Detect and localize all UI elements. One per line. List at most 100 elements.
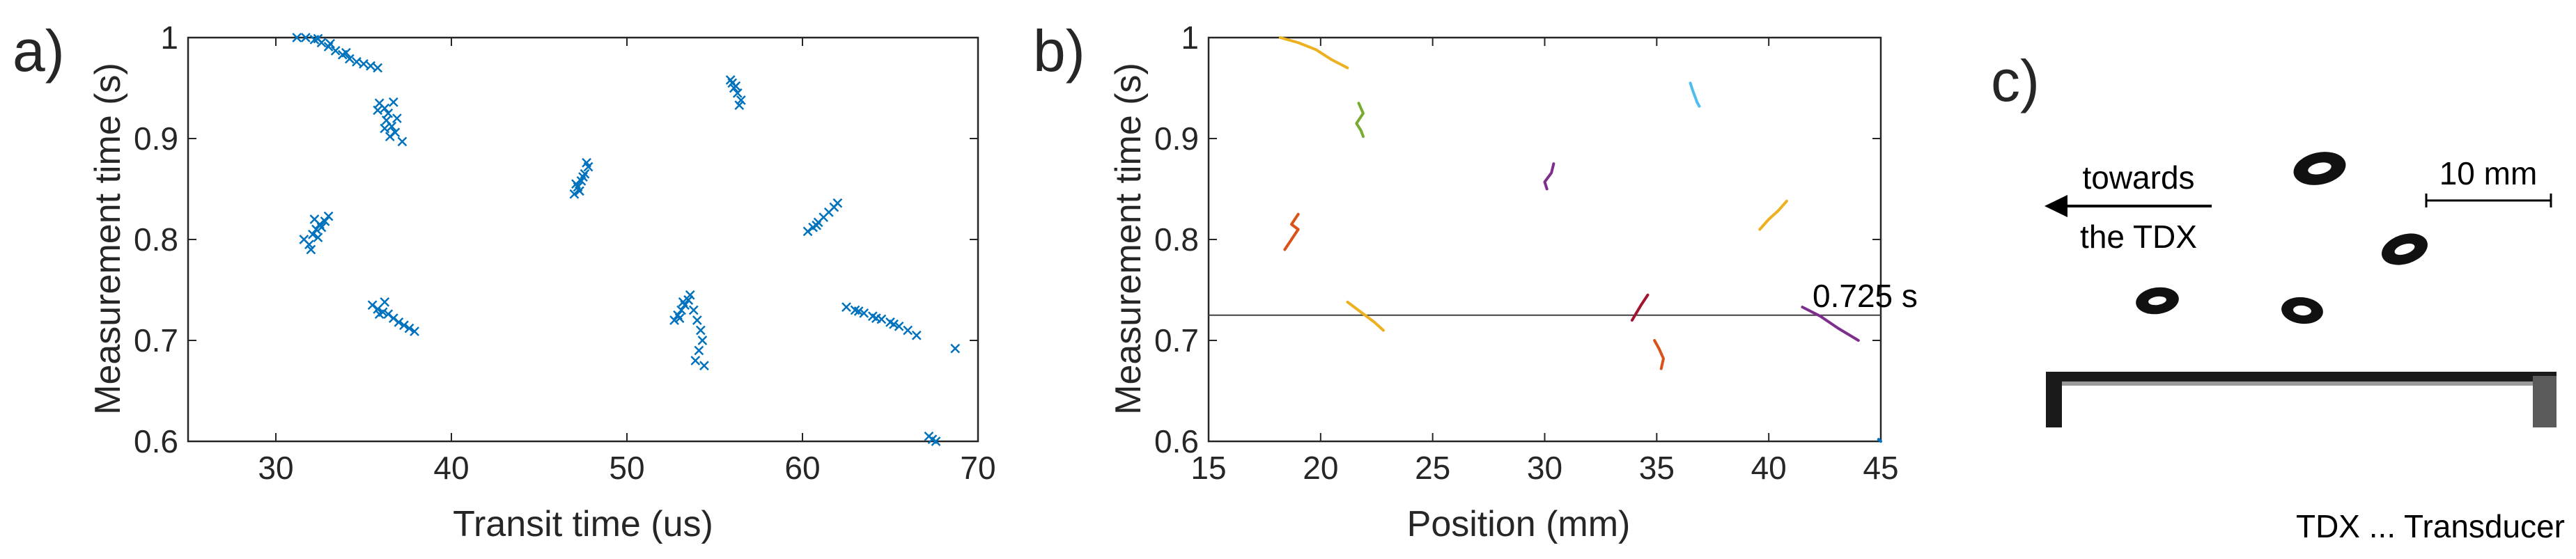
data-point xyxy=(344,54,355,64)
panel-b-x-tick-label: 40 xyxy=(1751,450,1787,486)
data-point xyxy=(859,308,869,318)
panel-a-series-7 xyxy=(683,295,709,371)
panel-b-y-tick-label: 1 xyxy=(1181,19,1199,56)
data-point xyxy=(871,313,881,323)
panel-b-y-tick-label: 0.8 xyxy=(1154,221,1199,258)
panel-c-letter: c) xyxy=(1991,48,2040,113)
panel-b-letter: b) xyxy=(1033,18,1085,84)
data-point xyxy=(571,179,581,189)
trajectory-line-5 xyxy=(1689,81,1701,108)
panel-b-x-tick-label: 25 xyxy=(1415,450,1450,486)
data-point xyxy=(397,136,408,147)
trajectory-line-9 xyxy=(1801,306,1860,342)
trajectory-line-1 xyxy=(1355,102,1365,139)
data-point xyxy=(292,33,302,42)
panel-b-y-axis-label: Measurement time (s) xyxy=(1108,63,1149,415)
data-point xyxy=(359,58,368,69)
panel-a-x-tick-label: 70 xyxy=(960,450,995,486)
transducer-caption: TDX ... Transducer xyxy=(2296,508,2565,544)
trajectory-line-0 xyxy=(1278,36,1349,70)
data-point xyxy=(699,361,709,371)
data-point xyxy=(320,216,330,226)
data-point xyxy=(383,108,394,118)
data-point xyxy=(911,330,922,340)
data-point xyxy=(582,157,591,168)
panel-a-series-8 xyxy=(802,198,843,237)
scale-bar-label: 10 mm xyxy=(2439,155,2538,191)
data-point xyxy=(734,100,745,111)
data-point xyxy=(341,47,351,58)
panel-a-y-tick-label: 0.6 xyxy=(134,423,178,459)
panel-a-series-2 xyxy=(299,211,334,255)
panel-b-x-tick-label: 30 xyxy=(1527,450,1562,486)
panel-b-y-tick-label: 0.9 xyxy=(1154,120,1199,157)
data-point xyxy=(404,323,414,333)
panel-a-series-0 xyxy=(292,33,383,73)
data-point xyxy=(903,325,913,336)
trajectory-line-10 xyxy=(1877,438,1882,443)
reference-line-label: 0.725 s xyxy=(1813,278,1918,314)
trajectory-line-7 xyxy=(1653,339,1665,370)
panel-a-x-tick-label: 30 xyxy=(258,450,293,486)
panel-b-y-tick-label: 0.7 xyxy=(1154,322,1199,359)
panel-a-series-10 xyxy=(924,431,941,446)
data-point xyxy=(853,306,864,316)
data-point xyxy=(380,123,390,134)
data-point xyxy=(692,315,702,325)
data-point xyxy=(300,33,311,42)
panel-b-marks xyxy=(1209,36,1882,443)
panel-b-x-tick-label: 35 xyxy=(1639,450,1675,486)
data-point xyxy=(732,88,743,98)
panel-a-marks xyxy=(292,33,961,446)
panel-a-series-5 xyxy=(725,75,746,111)
particle xyxy=(2281,297,2323,324)
panel-a-series-3 xyxy=(367,297,419,336)
panel-a-axes: 30 40 50 60 70 0.6 0.7 0.8 0.9 1 xyxy=(134,19,996,486)
data-point xyxy=(678,297,688,307)
data-point xyxy=(323,211,334,221)
data-point xyxy=(374,309,385,320)
data-point xyxy=(727,78,738,88)
data-point xyxy=(575,186,584,196)
panel-a-y-tick-label: 1 xyxy=(160,19,178,56)
data-point xyxy=(391,113,402,123)
data-point xyxy=(410,326,419,336)
panel-c: c) towards the TDX 10 mm xyxy=(1991,48,2565,544)
data-point xyxy=(950,343,961,354)
data-point xyxy=(330,45,341,56)
data-point xyxy=(306,244,316,255)
panel-b: b) 15 20 25 30 35 40 45 0.6 0.7 0.8 0.9 1 0.725 s P… xyxy=(1033,18,1918,544)
data-point xyxy=(388,97,398,107)
panel-a-y-tick-label: 0.8 xyxy=(134,221,178,258)
data-point xyxy=(366,61,375,71)
data-point xyxy=(373,105,383,116)
particle xyxy=(2136,287,2179,315)
trajectory-line-2 xyxy=(1283,212,1300,251)
data-point xyxy=(697,336,708,345)
data-point xyxy=(690,356,701,365)
panel-a-letter: a) xyxy=(13,18,65,84)
panel-a-y-tick-label: 0.9 xyxy=(134,120,178,157)
panel-a-x-tick-label: 40 xyxy=(433,450,469,486)
data-point xyxy=(399,320,409,331)
panel-a-series-1 xyxy=(373,97,408,147)
data-point xyxy=(931,436,941,446)
trajectory-line-3 xyxy=(1346,300,1385,332)
transducer xyxy=(2046,372,2556,427)
data-point xyxy=(352,56,362,67)
data-point xyxy=(304,239,314,250)
data-point xyxy=(894,321,904,331)
panel-b-axes: 15 20 25 30 35 40 45 0.6 0.7 0.8 0.9 1 xyxy=(1154,19,1899,486)
panel-b-x-tick-label: 20 xyxy=(1303,450,1338,486)
particle xyxy=(2382,233,2428,265)
panel-a-plot-frame xyxy=(187,36,979,443)
panel-b-x-tick-label: 45 xyxy=(1863,450,1898,486)
panel-a: a) 30 40 50 60 70 0.6 0.7 0.8 0.9 1 Transit time … xyxy=(13,18,996,544)
particle xyxy=(2293,152,2346,185)
direction-label-line2: the TDX xyxy=(2080,219,2197,255)
direction-arrow xyxy=(2044,195,2212,217)
data-point xyxy=(569,189,580,199)
data-point xyxy=(313,33,323,44)
data-point xyxy=(313,233,323,242)
data-point xyxy=(578,172,588,182)
